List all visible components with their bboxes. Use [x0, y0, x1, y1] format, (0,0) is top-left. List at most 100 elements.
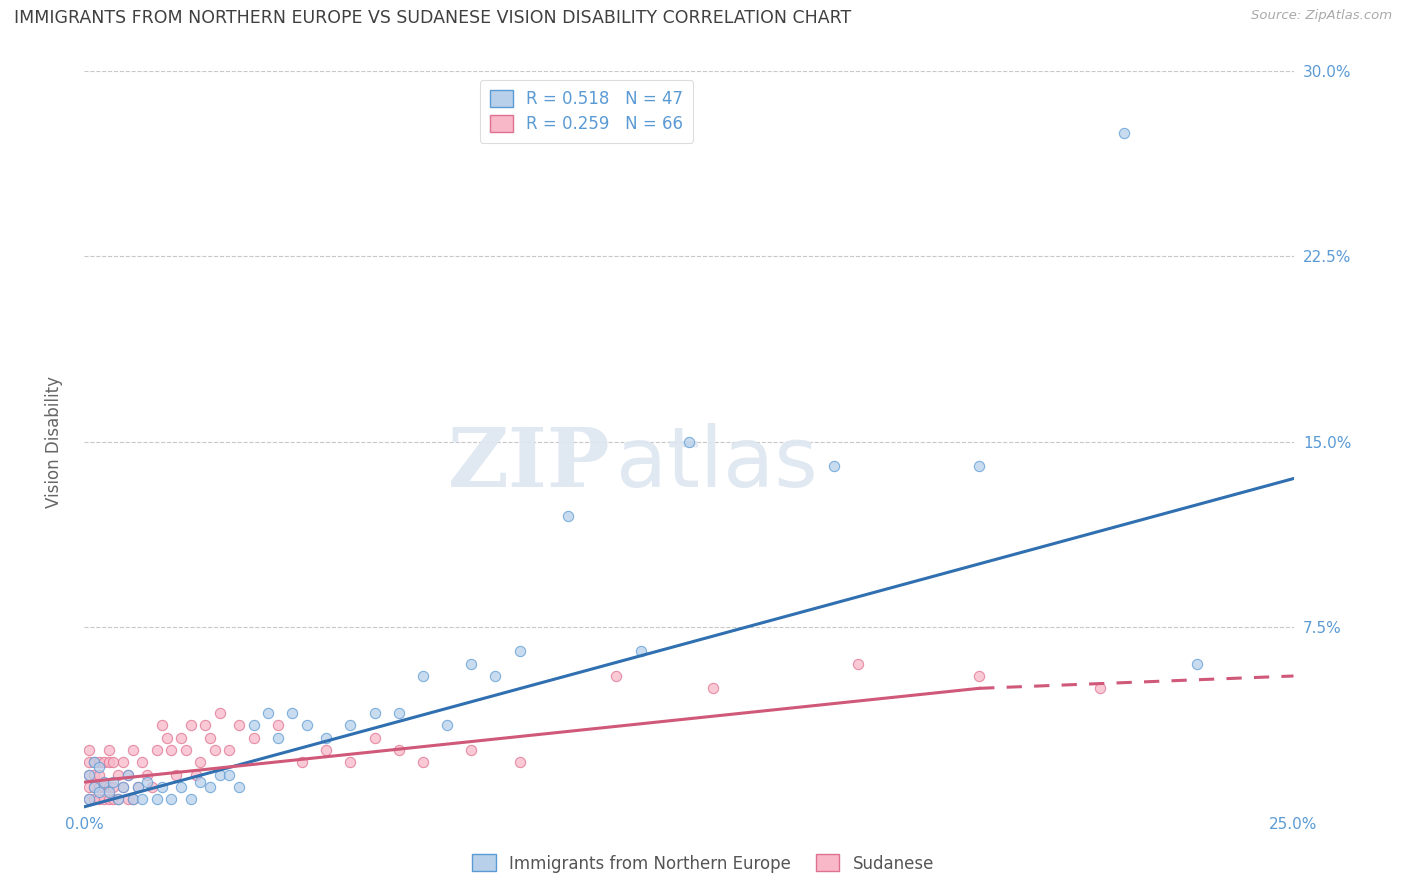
- Point: [97, 743, 120, 757]
- Point: [112, 780, 135, 794]
- Point: [388, 743, 411, 757]
- Point: [103, 775, 125, 789]
- Point: [218, 767, 240, 781]
- Point: [83, 756, 105, 770]
- Point: [208, 706, 231, 720]
- Text: atlas: atlas: [616, 423, 818, 504]
- Point: [83, 792, 105, 806]
- Point: [678, 434, 700, 449]
- Point: [388, 706, 411, 720]
- Point: [93, 792, 115, 806]
- Point: [112, 780, 135, 794]
- Point: [150, 718, 173, 732]
- Point: [291, 756, 314, 770]
- Point: [198, 731, 221, 745]
- Point: [228, 780, 250, 794]
- Point: [702, 681, 724, 696]
- Point: [127, 780, 149, 794]
- Point: [121, 743, 143, 757]
- Point: [87, 780, 110, 794]
- Point: [967, 459, 990, 474]
- Point: [295, 718, 318, 732]
- Point: [97, 756, 120, 770]
- Point: [107, 767, 129, 781]
- Point: [363, 706, 385, 720]
- Point: [198, 780, 221, 794]
- Point: [257, 706, 280, 720]
- Point: [315, 743, 337, 757]
- Point: [208, 767, 231, 781]
- Point: [160, 743, 183, 757]
- Point: [97, 792, 120, 806]
- Point: [112, 756, 135, 770]
- Point: [103, 780, 125, 794]
- Point: [228, 718, 250, 732]
- Point: [281, 706, 304, 720]
- Text: Source: ZipAtlas.com: Source: ZipAtlas.com: [1251, 9, 1392, 22]
- Point: [83, 780, 105, 794]
- Point: [190, 756, 212, 770]
- Point: [204, 743, 226, 757]
- Point: [460, 743, 482, 757]
- Point: [121, 792, 143, 806]
- Point: [363, 731, 385, 745]
- Point: [87, 767, 110, 781]
- Point: [131, 756, 153, 770]
- Point: [436, 718, 458, 732]
- Point: [180, 718, 202, 732]
- Point: [77, 792, 100, 806]
- Point: [242, 718, 264, 732]
- Point: [131, 792, 153, 806]
- Point: [823, 459, 845, 474]
- Point: [155, 731, 177, 745]
- Point: [127, 780, 149, 794]
- Point: [339, 718, 361, 732]
- Point: [136, 767, 159, 781]
- Point: [93, 780, 115, 794]
- Point: [117, 767, 139, 781]
- Point: [150, 780, 173, 794]
- Point: [117, 792, 139, 806]
- Point: [146, 743, 169, 757]
- Point: [165, 767, 187, 781]
- Point: [77, 780, 100, 794]
- Point: [97, 780, 120, 794]
- Point: [460, 657, 482, 671]
- Point: [77, 767, 100, 781]
- Point: [315, 731, 337, 745]
- Point: [509, 756, 531, 770]
- Point: [83, 756, 105, 770]
- Point: [103, 756, 125, 770]
- Point: [97, 785, 120, 799]
- Point: [170, 731, 193, 745]
- Point: [1114, 126, 1136, 140]
- Point: [412, 669, 434, 683]
- Point: [509, 644, 531, 658]
- Point: [846, 657, 869, 671]
- Point: [190, 775, 212, 789]
- Point: [93, 756, 115, 770]
- Point: [87, 785, 110, 799]
- Legend: Immigrants from Northern Europe, Sudanese: Immigrants from Northern Europe, Sudanes…: [465, 847, 941, 880]
- Y-axis label: Vision Disability: Vision Disability: [45, 376, 63, 508]
- Point: [484, 669, 506, 683]
- Point: [557, 508, 579, 523]
- Point: [83, 780, 105, 794]
- Text: ZIP: ZIP: [447, 424, 610, 504]
- Point: [218, 743, 240, 757]
- Point: [77, 767, 100, 781]
- Point: [146, 792, 169, 806]
- Point: [77, 756, 100, 770]
- Point: [93, 775, 115, 789]
- Point: [339, 756, 361, 770]
- Point: [136, 775, 159, 789]
- Point: [141, 780, 163, 794]
- Point: [87, 756, 110, 770]
- Point: [160, 792, 183, 806]
- Point: [107, 792, 129, 806]
- Point: [103, 792, 125, 806]
- Point: [77, 792, 100, 806]
- Point: [1088, 681, 1111, 696]
- Point: [121, 792, 143, 806]
- Point: [194, 718, 217, 732]
